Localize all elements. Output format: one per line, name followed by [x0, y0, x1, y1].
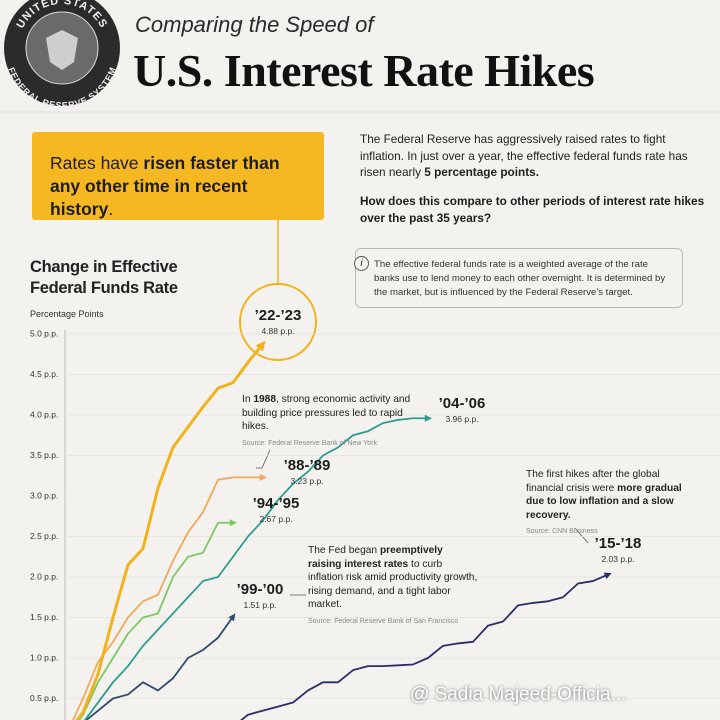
y-tick-label: 2.0 p.p.	[30, 571, 58, 581]
arrowhead	[228, 613, 236, 622]
arrowhead	[255, 340, 266, 352]
text: The Fed began	[308, 545, 380, 556]
intro: The Federal Reserve has aggressively rai…	[360, 131, 705, 181]
note: The effective federal funds rate is a we…	[355, 248, 683, 308]
info-icon: i	[354, 256, 369, 271]
text: , strong economic activity and building …	[242, 394, 411, 432]
series-name: ’88-’89	[284, 457, 331, 474]
watermark: @ Sadia Majeed-Officia...	[410, 684, 627, 705]
text: to curb inflation risk amid productivity…	[308, 558, 478, 611]
y-tick-label: 3.5 p.p.	[30, 450, 58, 460]
y-tick-label: 4.5 p.p.	[30, 369, 58, 379]
bold-text: preemptively raising interest rates	[308, 545, 443, 570]
series-name: ’15-’18	[595, 535, 642, 552]
page-title: U.S. Interest Rate Hikes	[133, 45, 595, 96]
annotation-source: Source: Federal Reserve Bank of San Fran…	[308, 617, 459, 625]
seal: UNITED STATES FEDERAL RESERVE SYSTEM	[4, 0, 120, 110]
bold-text: risen faster than any other time in rece…	[50, 153, 280, 219]
y-tick-label: 0.5 p.p.	[30, 693, 58, 703]
y-axis-label: Percentage Points	[30, 309, 104, 319]
value-label: 2.67 p.p.	[259, 514, 292, 524]
series-line	[85, 616, 234, 720]
y-tick-label: 3.0 p.p.	[30, 490, 58, 500]
y-tick-label: 1.0 p.p.	[30, 652, 58, 662]
chart-title: Change in Effective Federal Funds Rate	[30, 258, 178, 297]
y-tick-label: 1.5 p.p.	[30, 612, 58, 622]
value-label: 2.03 p.p.	[601, 554, 634, 564]
callout: Rates have risen faster than any other t…	[32, 132, 324, 220]
annotation-source: Source: Federal Reserve Bank of New York	[242, 439, 378, 447]
text: .	[108, 199, 114, 219]
series-line	[77, 521, 233, 720]
text: The Federal Reserve has aggressively rai…	[360, 132, 688, 179]
annotation-source: Source: CNN Business	[526, 528, 598, 535]
text: The first hikes after the global financi…	[526, 469, 660, 494]
series-line	[72, 476, 263, 720]
series-line	[75, 342, 265, 720]
highlight-ring	[239, 283, 317, 361]
text: In	[242, 394, 254, 405]
annotation-pointer	[256, 449, 271, 469]
annotation: The first hikes after the global financi…	[526, 468, 696, 539]
bold-text: 1988	[253, 394, 276, 405]
kicker: Comparing the Speed of	[135, 12, 374, 37]
series-line	[240, 573, 609, 720]
y-tick-label: 2.5 p.p.	[30, 531, 58, 541]
series-name: ’99-’00	[237, 581, 284, 598]
value-label: 3.23 p.p.	[290, 476, 323, 486]
annotation-pointer	[574, 527, 589, 544]
series-name: ’94-’95	[253, 495, 300, 512]
text: Rates have	[50, 153, 144, 173]
y-tick-label: 5.0 p.p.	[30, 328, 58, 338]
bold-text: more gradual due to low inflation and a …	[526, 482, 682, 521]
series-name: ’04-’06	[439, 395, 486, 412]
value-label: 1.51 p.p.	[243, 600, 276, 610]
bold-text: 5 percentage points.	[424, 165, 539, 179]
seal-eagle	[46, 30, 78, 70]
annotation: The Fed began preemptively raising inter…	[308, 544, 478, 628]
y-tick-label: 4.0 p.p.	[30, 409, 58, 419]
arrowhead	[259, 473, 267, 481]
series-name: ’22-’23	[255, 307, 302, 324]
annotation: In 1988, strong economic activity and bu…	[242, 393, 412, 450]
arrowhead	[424, 414, 432, 422]
value-label: 4.88 p.p.	[261, 326, 294, 336]
arrowhead	[603, 572, 612, 580]
arrowhead	[229, 519, 237, 527]
series-line	[83, 417, 428, 720]
value-label: 3.96 p.p.	[445, 414, 478, 424]
question: How does this compare to other periods o…	[360, 194, 705, 225]
